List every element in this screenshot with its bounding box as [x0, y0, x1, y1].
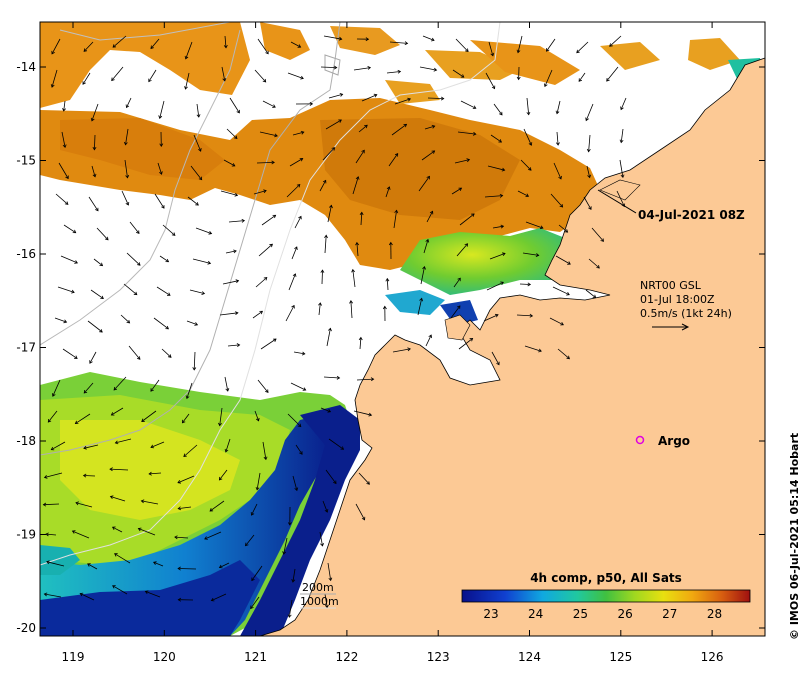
y-tick-label: -20 — [16, 621, 36, 635]
colorbar-label: 26 — [617, 607, 632, 621]
x-tick-label: 122 — [335, 650, 358, 664]
colorbar-gradient — [462, 590, 750, 602]
date-label: 04-Jul-2021 08Z — [638, 208, 745, 222]
y-tick-label: -19 — [16, 528, 36, 542]
current-info-line3: 0.5m/s (1kt 24h) — [640, 307, 732, 320]
depth-legend: 200m 1000m — [300, 581, 339, 608]
credit-label: © IMOS 06-Jul-2021 05:14 Hobart — [788, 433, 801, 640]
colorbar-label: 27 — [662, 607, 677, 621]
x-tick-label: 121 — [244, 650, 267, 664]
x-tick-label: 119 — [62, 650, 85, 664]
colorbar-label: 25 — [573, 607, 588, 621]
y-tick-label: -15 — [16, 154, 36, 168]
y-tick-label: -18 — [16, 434, 36, 448]
map-layers — [40, 22, 765, 636]
x-tick-label: 126 — [701, 650, 724, 664]
y-tick-label: -14 — [16, 60, 36, 74]
colorbar-title: 4h comp, p50, All Sats — [530, 571, 682, 585]
colorbar-label: 28 — [707, 607, 722, 621]
x-tick-label: 124 — [518, 650, 541, 664]
y-tick-label: -17 — [16, 341, 36, 355]
x-tick-label: 125 — [609, 650, 632, 664]
x-tick-label: 120 — [153, 650, 176, 664]
current-info-line2: 01-Jul 18:00Z — [640, 293, 715, 306]
colorbar-label: 23 — [483, 607, 498, 621]
y-tick-label: -16 — [16, 247, 36, 261]
argo-label: Argo — [658, 434, 690, 448]
colorbar-label: 24 — [528, 607, 543, 621]
current-info-line1: NRT00 GSL — [640, 279, 702, 292]
x-tick-label: 123 — [427, 650, 450, 664]
depth-legend-200m: 200m — [302, 581, 334, 594]
depth-legend-1000m: 1000m — [300, 595, 339, 608]
